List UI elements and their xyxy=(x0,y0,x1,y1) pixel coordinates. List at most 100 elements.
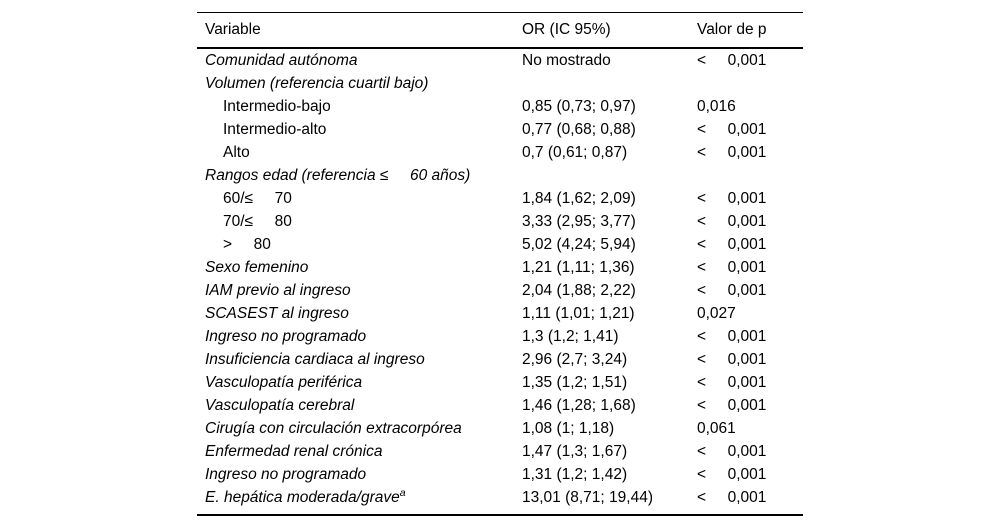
variable-label: Alto xyxy=(223,143,250,161)
or-ci-cell: 0,77 (0,68; 0,88) xyxy=(522,120,636,138)
table-row: IAM previo al ingreso 2,04 (1,88; 2,22) < … xyxy=(197,279,803,302)
p-value-cell: 0,027 xyxy=(697,304,736,322)
p-value-cell: < 0,001 xyxy=(697,120,767,138)
p-value-cell: < 0,001 xyxy=(697,350,767,368)
variable-cell: Vasculopatía periférica xyxy=(197,371,522,394)
variable-cell: Enfermedad renal crónica xyxy=(197,440,522,463)
table-row: Comunidad autónoma No mostrado < 0,001 xyxy=(197,48,803,72)
variable-cell: Intermedio-bajo xyxy=(197,95,522,118)
table-row: Alto 0,7 (0,61; 0,87) < 0,001 xyxy=(197,141,803,164)
table-body: Comunidad autónoma No mostrado < 0,001 Volu… xyxy=(197,48,803,515)
p-value-cell: < 0,001 xyxy=(697,488,767,506)
p-value-cell: < 0,001 xyxy=(697,143,767,161)
or-ci-cell: 1,46 (1,28; 1,68) xyxy=(522,396,636,414)
variable-cell: Vasculopatía cerebral xyxy=(197,394,522,417)
variable-label: > 80 xyxy=(223,235,271,253)
p-value-cell: 0,016 xyxy=(697,97,736,115)
or-ci-cell: 1,11 (1,01; 1,21) xyxy=(522,304,635,322)
variable-cell: > 80 xyxy=(197,233,522,256)
or-ci-cell: 2,96 (2,7; 3,24) xyxy=(522,350,628,368)
table-row: SCASEST al ingreso 1,11 (1,01; 1,21) 0,027 xyxy=(197,302,803,325)
variable-label: Intermedio-alto xyxy=(223,120,327,138)
variable-cell: Alto xyxy=(197,141,522,164)
p-value-cell xyxy=(697,72,803,95)
variable-label: Insuficiencia cardiaca al ingreso xyxy=(205,350,425,368)
or-ci-cell xyxy=(522,164,697,187)
table-row: Vasculopatía periférica 1,35 (1,2; 1,51) <… xyxy=(197,371,803,394)
table-row: > 80 5,02 (4,24; 5,94) < 0,001 xyxy=(197,233,803,256)
or-ci-cell: No mostrado xyxy=(522,51,611,69)
table-row: Volumen (referencia cuartil bajo) xyxy=(197,72,803,95)
results-table: Variable OR (IC 95%) Valor de p Comunida… xyxy=(197,12,803,516)
table-row: Intermedio-bajo 0,85 (0,73; 0,97) 0,016 xyxy=(197,95,803,118)
variable-cell: 60/≤ 70 xyxy=(197,187,522,210)
variable-label: 70/≤ 80 xyxy=(223,212,292,230)
variable-superscript: a xyxy=(399,486,406,499)
variable-cell: Insuficiencia cardiaca al ingreso xyxy=(197,348,522,371)
variable-cell: E. hepática moderada/gravea xyxy=(197,486,522,509)
variable-label: IAM previo al ingreso xyxy=(205,281,351,299)
variable-cell: Sexo femenino xyxy=(197,256,522,279)
p-value-cell: < 0,001 xyxy=(697,396,767,414)
or-ci-cell: 1,21 (1,11; 1,36) xyxy=(522,258,635,276)
table-row: Cirugía con circulación extracorpórea 1,0… xyxy=(197,417,803,440)
variable-label: Ingreso no programado xyxy=(205,327,367,345)
variable-label: Vasculopatía periférica xyxy=(205,373,363,391)
variable-cell: Ingreso no programado xyxy=(197,463,522,486)
variable-cell: Intermedio-alto xyxy=(197,118,522,141)
table-row: Insuficiencia cardiaca al ingreso 2,96 (2… xyxy=(197,348,803,371)
or-ci-cell: 1,08 (1; 1,18) xyxy=(522,419,615,437)
or-ci-cell: 0,7 (0,61; 0,87) xyxy=(522,143,628,161)
variable-label: Rangos edad (referencia ≤ 60 años) xyxy=(205,166,471,184)
p-value-cell: < 0,001 xyxy=(697,189,767,207)
p-value-cell: 0,061 xyxy=(697,419,736,437)
or-ci-cell: 13,01 (8,71; 19,44) xyxy=(522,488,653,506)
variable-cell: Ingreso no programado xyxy=(197,325,522,348)
table-row: E. hepática moderada/gravea 13,01 (8,71; … xyxy=(197,486,803,509)
variable-label: E. hepática moderada/grave xyxy=(205,488,400,506)
variable-label: Vasculopatía cerebral xyxy=(205,396,355,414)
table-row: Vasculopatía cerebral 1,46 (1,28; 1,68) < … xyxy=(197,394,803,417)
or-ci-cell: 3,33 (2,95; 3,77) xyxy=(522,212,636,230)
variable-label: Sexo femenino xyxy=(205,258,309,276)
variable-cell: SCASEST al ingreso xyxy=(197,302,522,325)
table-row: Enfermedad renal crónica 1,47 (1,3; 1,67)… xyxy=(197,440,803,463)
p-value-cell: < 0,001 xyxy=(697,465,767,483)
or-ci-cell: 0,85 (0,73; 0,97) xyxy=(522,97,636,115)
variable-cell: Volumen (referencia cuartil bajo) xyxy=(197,72,522,95)
variable-label: Cirugía con circulación extracorpórea xyxy=(205,419,462,437)
or-ci-cell: 2,04 (1,88; 2,22) xyxy=(522,281,636,299)
table-row: 60/≤ 70 1,84 (1,62; 2,09) < 0,001 xyxy=(197,187,803,210)
p-value-cell: < 0,001 xyxy=(697,258,767,276)
variable-label: Volumen (referencia cuartil bajo) xyxy=(205,74,429,92)
variable-cell: Cirugía con circulación extracorpórea xyxy=(197,417,522,440)
variable-label: Enfermedad renal crónica xyxy=(205,442,383,460)
regression-results-table: Variable OR (IC 95%) Valor de p Comunida… xyxy=(197,12,803,516)
or-ci-cell: 1,31 (1,2; 1,42) xyxy=(522,465,628,483)
variable-label: SCASEST al ingreso xyxy=(205,304,349,322)
variable-cell: Comunidad autónoma xyxy=(197,48,522,72)
variable-label: 60/≤ 70 xyxy=(223,189,292,207)
table-row: Ingreso no programado 1,31 (1,2; 1,42) < 0… xyxy=(197,463,803,486)
or-ci-cell xyxy=(522,72,697,95)
variable-label: Intermedio-bajo xyxy=(223,97,331,115)
p-value-cell xyxy=(697,164,803,187)
table-row: Ingreso no programado 1,3 (1,2; 1,41) < 0,… xyxy=(197,325,803,348)
p-value-cell: < 0,001 xyxy=(697,235,767,253)
or-ci-cell: 5,02 (4,24; 5,94) xyxy=(522,235,636,253)
or-ci-cell: 1,84 (1,62; 2,09) xyxy=(522,189,636,207)
p-value-cell: < 0,001 xyxy=(697,212,767,230)
variable-cell: 70/≤ 80 xyxy=(197,210,522,233)
table-row: Intermedio-alto 0,77 (0,68; 0,88) < 0,001 xyxy=(197,118,803,141)
variable-cell: IAM previo al ingreso xyxy=(197,279,522,302)
or-ci-cell: 1,35 (1,2; 1,51) xyxy=(522,373,628,391)
table-row: 70/≤ 80 3,33 (2,95; 3,77) < 0,001 xyxy=(197,210,803,233)
header-row: Variable OR (IC 95%) Valor de p xyxy=(197,13,803,48)
table-row: Rangos edad (referencia ≤ 60 años) xyxy=(197,164,803,187)
table-row: Sexo femenino 1,21 (1,11; 1,36) < 0,001 xyxy=(197,256,803,279)
variable-cell: Rangos edad (referencia ≤ 60 años) xyxy=(197,164,522,187)
column-header-variable: Variable xyxy=(205,21,261,39)
p-value-cell: < 0,001 xyxy=(697,442,767,460)
p-value-cell: < 0,001 xyxy=(697,51,767,69)
or-ci-cell: 1,3 (1,2; 1,41) xyxy=(522,327,619,345)
